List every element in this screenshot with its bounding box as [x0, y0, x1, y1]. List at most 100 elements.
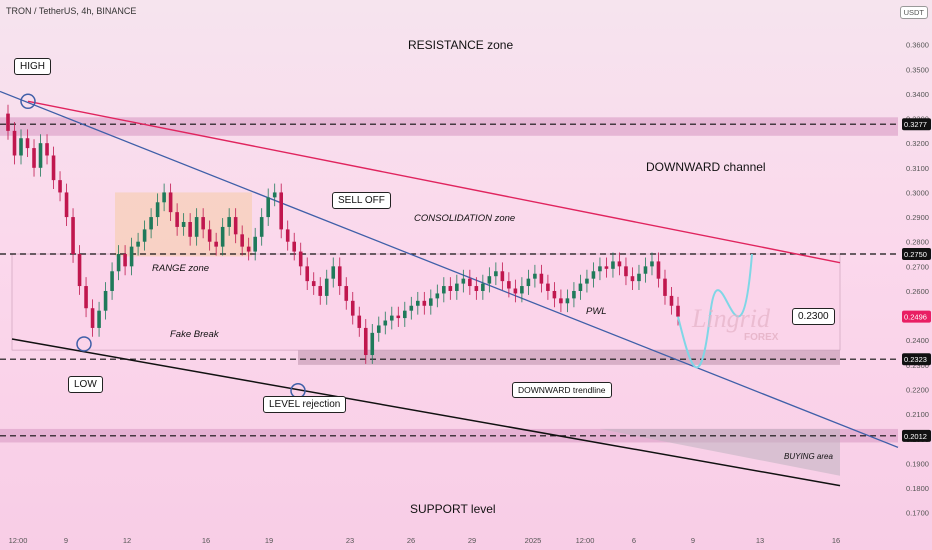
candle-body — [598, 266, 602, 272]
candle-body — [90, 308, 95, 328]
y-tick: 0.3500 — [906, 65, 929, 74]
low-label: LOW — [68, 376, 103, 393]
candle-body — [168, 192, 173, 213]
candle-body — [64, 192, 69, 218]
candle-body — [474, 286, 479, 291]
candle-body — [370, 332, 375, 356]
touch-circle-0 — [20, 93, 36, 110]
candle-body — [363, 327, 368, 356]
y-tick: 0.2400 — [906, 336, 929, 345]
candle-body — [344, 286, 349, 301]
y-tick: 0.1800 — [906, 484, 929, 493]
price-tag-bg — [902, 248, 931, 261]
candle-body — [207, 229, 212, 242]
x-tick: 23 — [346, 536, 354, 545]
candle-body — [461, 278, 466, 284]
candle-body — [162, 192, 166, 203]
price-tag: 0.2750 — [904, 250, 927, 259]
y-tick: 0.2300 — [906, 361, 929, 370]
candle-body — [259, 217, 264, 237]
y-tick: 0.1900 — [906, 459, 929, 468]
price-tag: 0.2496 — [904, 313, 927, 322]
price-tag-bg — [902, 118, 931, 131]
candle-body — [630, 276, 635, 282]
candle-body — [611, 261, 615, 269]
x-tick: 12:00 — [576, 536, 595, 545]
candle-body — [201, 217, 205, 230]
y-tick: 0.1700 — [906, 509, 929, 518]
buying-area-label: BUYING area — [784, 452, 833, 461]
channel-lower-line — [11, 338, 841, 487]
candle-body — [188, 222, 192, 237]
candle-body — [155, 202, 160, 218]
candle-body — [663, 278, 667, 296]
candle-body — [194, 217, 199, 237]
candle-body — [324, 278, 329, 296]
candle-body — [331, 266, 336, 279]
candle-body — [233, 217, 238, 235]
candle-body — [383, 320, 388, 326]
candle-body — [38, 143, 43, 168]
candle-body — [624, 266, 628, 277]
candle-body — [175, 212, 179, 227]
price-tag-bg — [902, 429, 931, 442]
candle-body — [546, 283, 550, 291]
x-tick: 29 — [468, 536, 476, 545]
price-tag: 0.2012 — [904, 432, 927, 441]
candle-body — [481, 283, 485, 291]
candle-body — [500, 271, 505, 282]
candle-body — [350, 300, 355, 316]
pwl-label: PWL — [586, 306, 607, 317]
candle-body — [97, 310, 101, 328]
x-tick: 19 — [265, 536, 273, 545]
candle-body — [637, 273, 641, 282]
candle-body — [292, 241, 297, 252]
candle-body — [559, 298, 563, 304]
x-tick: 6 — [632, 536, 636, 545]
downward-trendline-label: DOWNWARD trendline — [512, 382, 612, 398]
candle-body — [604, 266, 609, 269]
candle-body — [448, 286, 453, 291]
candle-body — [565, 298, 570, 304]
x-tick: 26 — [407, 536, 415, 545]
y-tick: 0.3200 — [906, 139, 929, 148]
candle-body — [435, 293, 440, 299]
price-tag-bg — [902, 310, 931, 323]
y-tick: 0.2600 — [906, 287, 929, 296]
y-tick: 0.3600 — [906, 41, 929, 50]
support-level-label: SUPPORT level — [410, 502, 496, 516]
candle-body — [357, 315, 362, 328]
y-tick: 0.3400 — [906, 90, 929, 99]
candle-body — [578, 283, 583, 291]
candle-body — [123, 254, 127, 267]
candle-body — [12, 130, 17, 156]
candle-body — [513, 288, 518, 294]
downward-trendline — [0, 90, 899, 449]
candle-body — [585, 278, 589, 284]
target-price-label: 0.2300 — [792, 308, 835, 325]
touch-circle-1 — [76, 336, 92, 352]
candle-body — [116, 254, 121, 272]
candle-body — [617, 261, 622, 267]
currency-badge[interactable]: USDT — [899, 6, 928, 19]
candle-body — [669, 295, 674, 306]
x-tick: 16 — [202, 536, 210, 545]
resistance-zone-label: RESISTANCE zone — [408, 38, 514, 52]
level-rejection-label: LEVEL rejection — [263, 396, 347, 413]
candle-body — [110, 271, 114, 291]
candle-body — [51, 155, 56, 181]
candle-body — [376, 325, 381, 333]
candle-body — [136, 241, 140, 247]
candle-body — [25, 138, 30, 149]
candle-body — [181, 222, 186, 227]
x-tick: 12:00 — [9, 536, 28, 545]
y-tick: 0.2800 — [906, 238, 929, 247]
candle-body — [468, 278, 472, 287]
candle-body — [409, 305, 414, 311]
x-tick: 9 — [691, 536, 695, 545]
candle-body — [389, 315, 394, 321]
candle-body — [266, 197, 270, 218]
candle-body — [220, 226, 225, 247]
candle-body — [676, 305, 680, 317]
